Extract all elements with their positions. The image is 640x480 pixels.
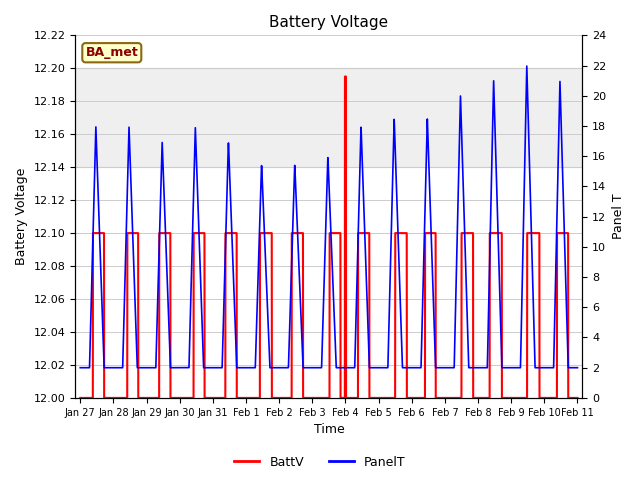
Text: BA_met: BA_met xyxy=(85,46,138,59)
Legend: BattV, PanelT: BattV, PanelT xyxy=(229,451,411,474)
Y-axis label: Battery Voltage: Battery Voltage xyxy=(15,168,28,265)
X-axis label: Time: Time xyxy=(314,423,344,436)
Title: Battery Voltage: Battery Voltage xyxy=(269,15,388,30)
Bar xyxy=(76,68,582,167)
Y-axis label: Panel T: Panel T xyxy=(612,194,625,240)
